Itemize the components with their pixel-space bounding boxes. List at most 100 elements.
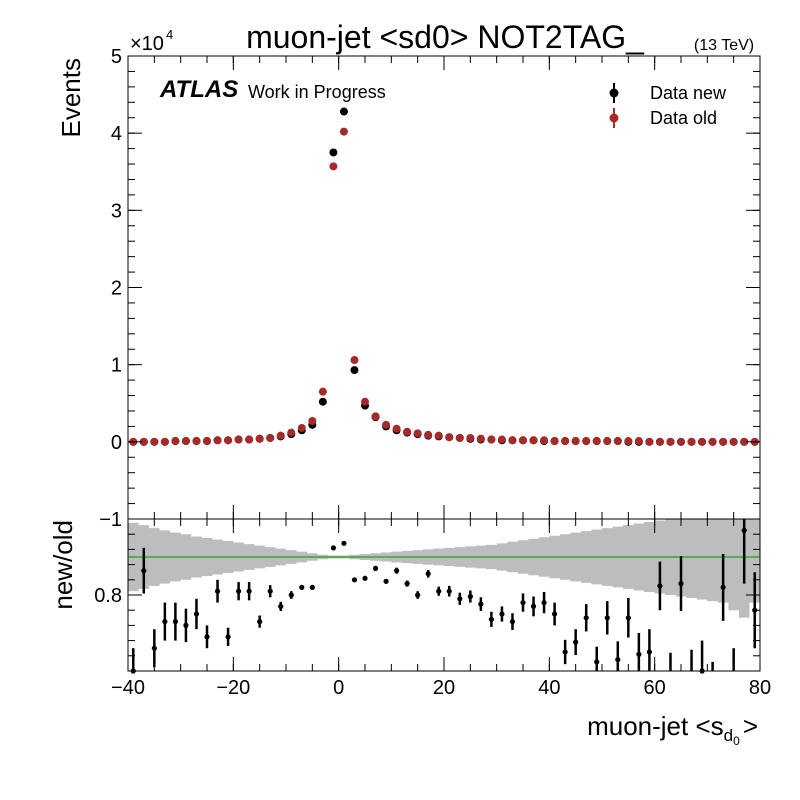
x-tick-label: 20 <box>433 677 455 699</box>
top-panel: −1 0 1 2 3 4 5 <box>99 46 761 531</box>
ratio-point <box>720 553 726 621</box>
ratio-marker <box>562 649 568 655</box>
ratio-point <box>646 629 653 671</box>
ratio-point <box>141 547 147 594</box>
data-old-point <box>245 435 254 444</box>
ratio-marker <box>162 619 168 625</box>
data-old-point <box>192 437 201 446</box>
ratio-marker <box>541 600 547 606</box>
data-old-point <box>424 430 433 439</box>
ratio-panel-frame <box>127 518 761 672</box>
ratio-marker <box>193 611 200 617</box>
data-new-point <box>318 397 327 406</box>
ratio-markers <box>130 519 758 674</box>
ratio-marker <box>351 577 358 583</box>
ratio-point <box>594 646 600 671</box>
ratio-point <box>499 606 505 622</box>
ratio-point <box>615 641 621 671</box>
data-old-point <box>698 437 707 446</box>
ratio-marker <box>372 565 379 572</box>
x-tick-labels: −40 −20 0 20 40 60 80 <box>111 677 771 699</box>
ratio-marker <box>657 583 663 589</box>
ratio-marker <box>404 581 410 587</box>
data-old-point <box>582 437 591 446</box>
ratio-marker <box>467 593 473 600</box>
data-old-point <box>540 436 549 445</box>
ratio-marker <box>214 588 221 594</box>
data-new-point <box>329 148 338 157</box>
ratio-band-shape <box>128 519 760 618</box>
ratio-marker <box>436 588 442 594</box>
ratio-marker <box>530 603 537 610</box>
data-old-point <box>361 397 369 406</box>
ratio-marker <box>299 584 305 591</box>
data-new-point <box>350 366 359 375</box>
ratio-point <box>394 567 400 574</box>
ratio-marker <box>246 588 252 594</box>
ratio-point <box>225 627 231 646</box>
data-old-point <box>160 437 169 446</box>
ratio-point <box>415 591 421 599</box>
data-old-point <box>255 434 264 443</box>
top-y-axis-label: Events <box>56 58 86 138</box>
ratio-marker <box>646 649 653 655</box>
data-old-point <box>666 437 675 446</box>
data-old-point <box>213 436 222 445</box>
ratio-point <box>509 613 516 630</box>
data-old-point <box>677 437 685 446</box>
data-old-point <box>508 436 517 445</box>
data-old-point <box>561 437 570 446</box>
legend-entry-data-old: Data old <box>609 108 717 128</box>
ratio-point <box>636 633 642 671</box>
top-y-tick-label: 5 <box>111 46 122 68</box>
y-multiplier: ×10 4 <box>130 27 173 55</box>
ratio-point <box>488 611 494 627</box>
data-old-point <box>592 437 601 446</box>
y-multiplier-base: ×10 <box>130 33 164 55</box>
data-old-point <box>634 437 643 446</box>
data-old-point <box>139 437 148 446</box>
data-old-point <box>234 435 243 444</box>
ratio-marker <box>141 568 147 574</box>
ratio-marker <box>225 634 231 640</box>
x-axis-label-sub: d <box>724 726 733 745</box>
data-new-point <box>339 107 348 116</box>
x-axis-label-close: > <box>743 711 758 741</box>
data-old-point <box>413 429 422 438</box>
ratio-marker <box>330 545 336 551</box>
data-old-point <box>276 431 285 440</box>
ratio-point <box>583 604 589 632</box>
ratio-marker <box>151 645 157 651</box>
ratio-point <box>699 640 705 674</box>
svg-text:muon-jet <sd0>: muon-jet <sd0 > <box>587 711 758 748</box>
ratio-marker <box>636 651 642 657</box>
data-old-point <box>266 433 275 442</box>
data-old-point <box>708 437 717 446</box>
ratio-uncertainty-band <box>128 519 760 618</box>
ratio-marker <box>741 527 747 534</box>
ratio-point <box>183 608 189 643</box>
ratio-point <box>425 569 431 578</box>
x-tick-label: −20 <box>216 677 250 699</box>
ratio-panel: 0.8 <box>94 518 761 674</box>
ratio-point <box>236 582 242 601</box>
legend-marker-data-new <box>609 88 619 98</box>
ratio-point <box>604 601 610 635</box>
ratio-point <box>172 602 178 641</box>
ratio-point <box>552 602 558 626</box>
x-axis-label-main: muon-jet <s <box>587 711 724 741</box>
ratio-point <box>541 591 547 614</box>
legend-label-data-new: Data new <box>650 83 727 103</box>
data-old-point <box>371 412 380 421</box>
ratio-y-axis-label: new/old <box>48 520 78 610</box>
y-multiplier-exponent: 4 <box>166 27 173 42</box>
ratio-point <box>288 591 294 599</box>
data-old-point <box>445 433 454 442</box>
ratio-point <box>330 545 336 551</box>
data-old-point <box>171 437 180 446</box>
ratio-marker <box>457 596 463 602</box>
top-y-tick-label: −1 <box>99 509 122 531</box>
chart-title: muon-jet <sd0> NOT2TAG_ <box>246 19 645 55</box>
data-old-point <box>297 423 306 432</box>
ratio-point <box>657 561 663 611</box>
